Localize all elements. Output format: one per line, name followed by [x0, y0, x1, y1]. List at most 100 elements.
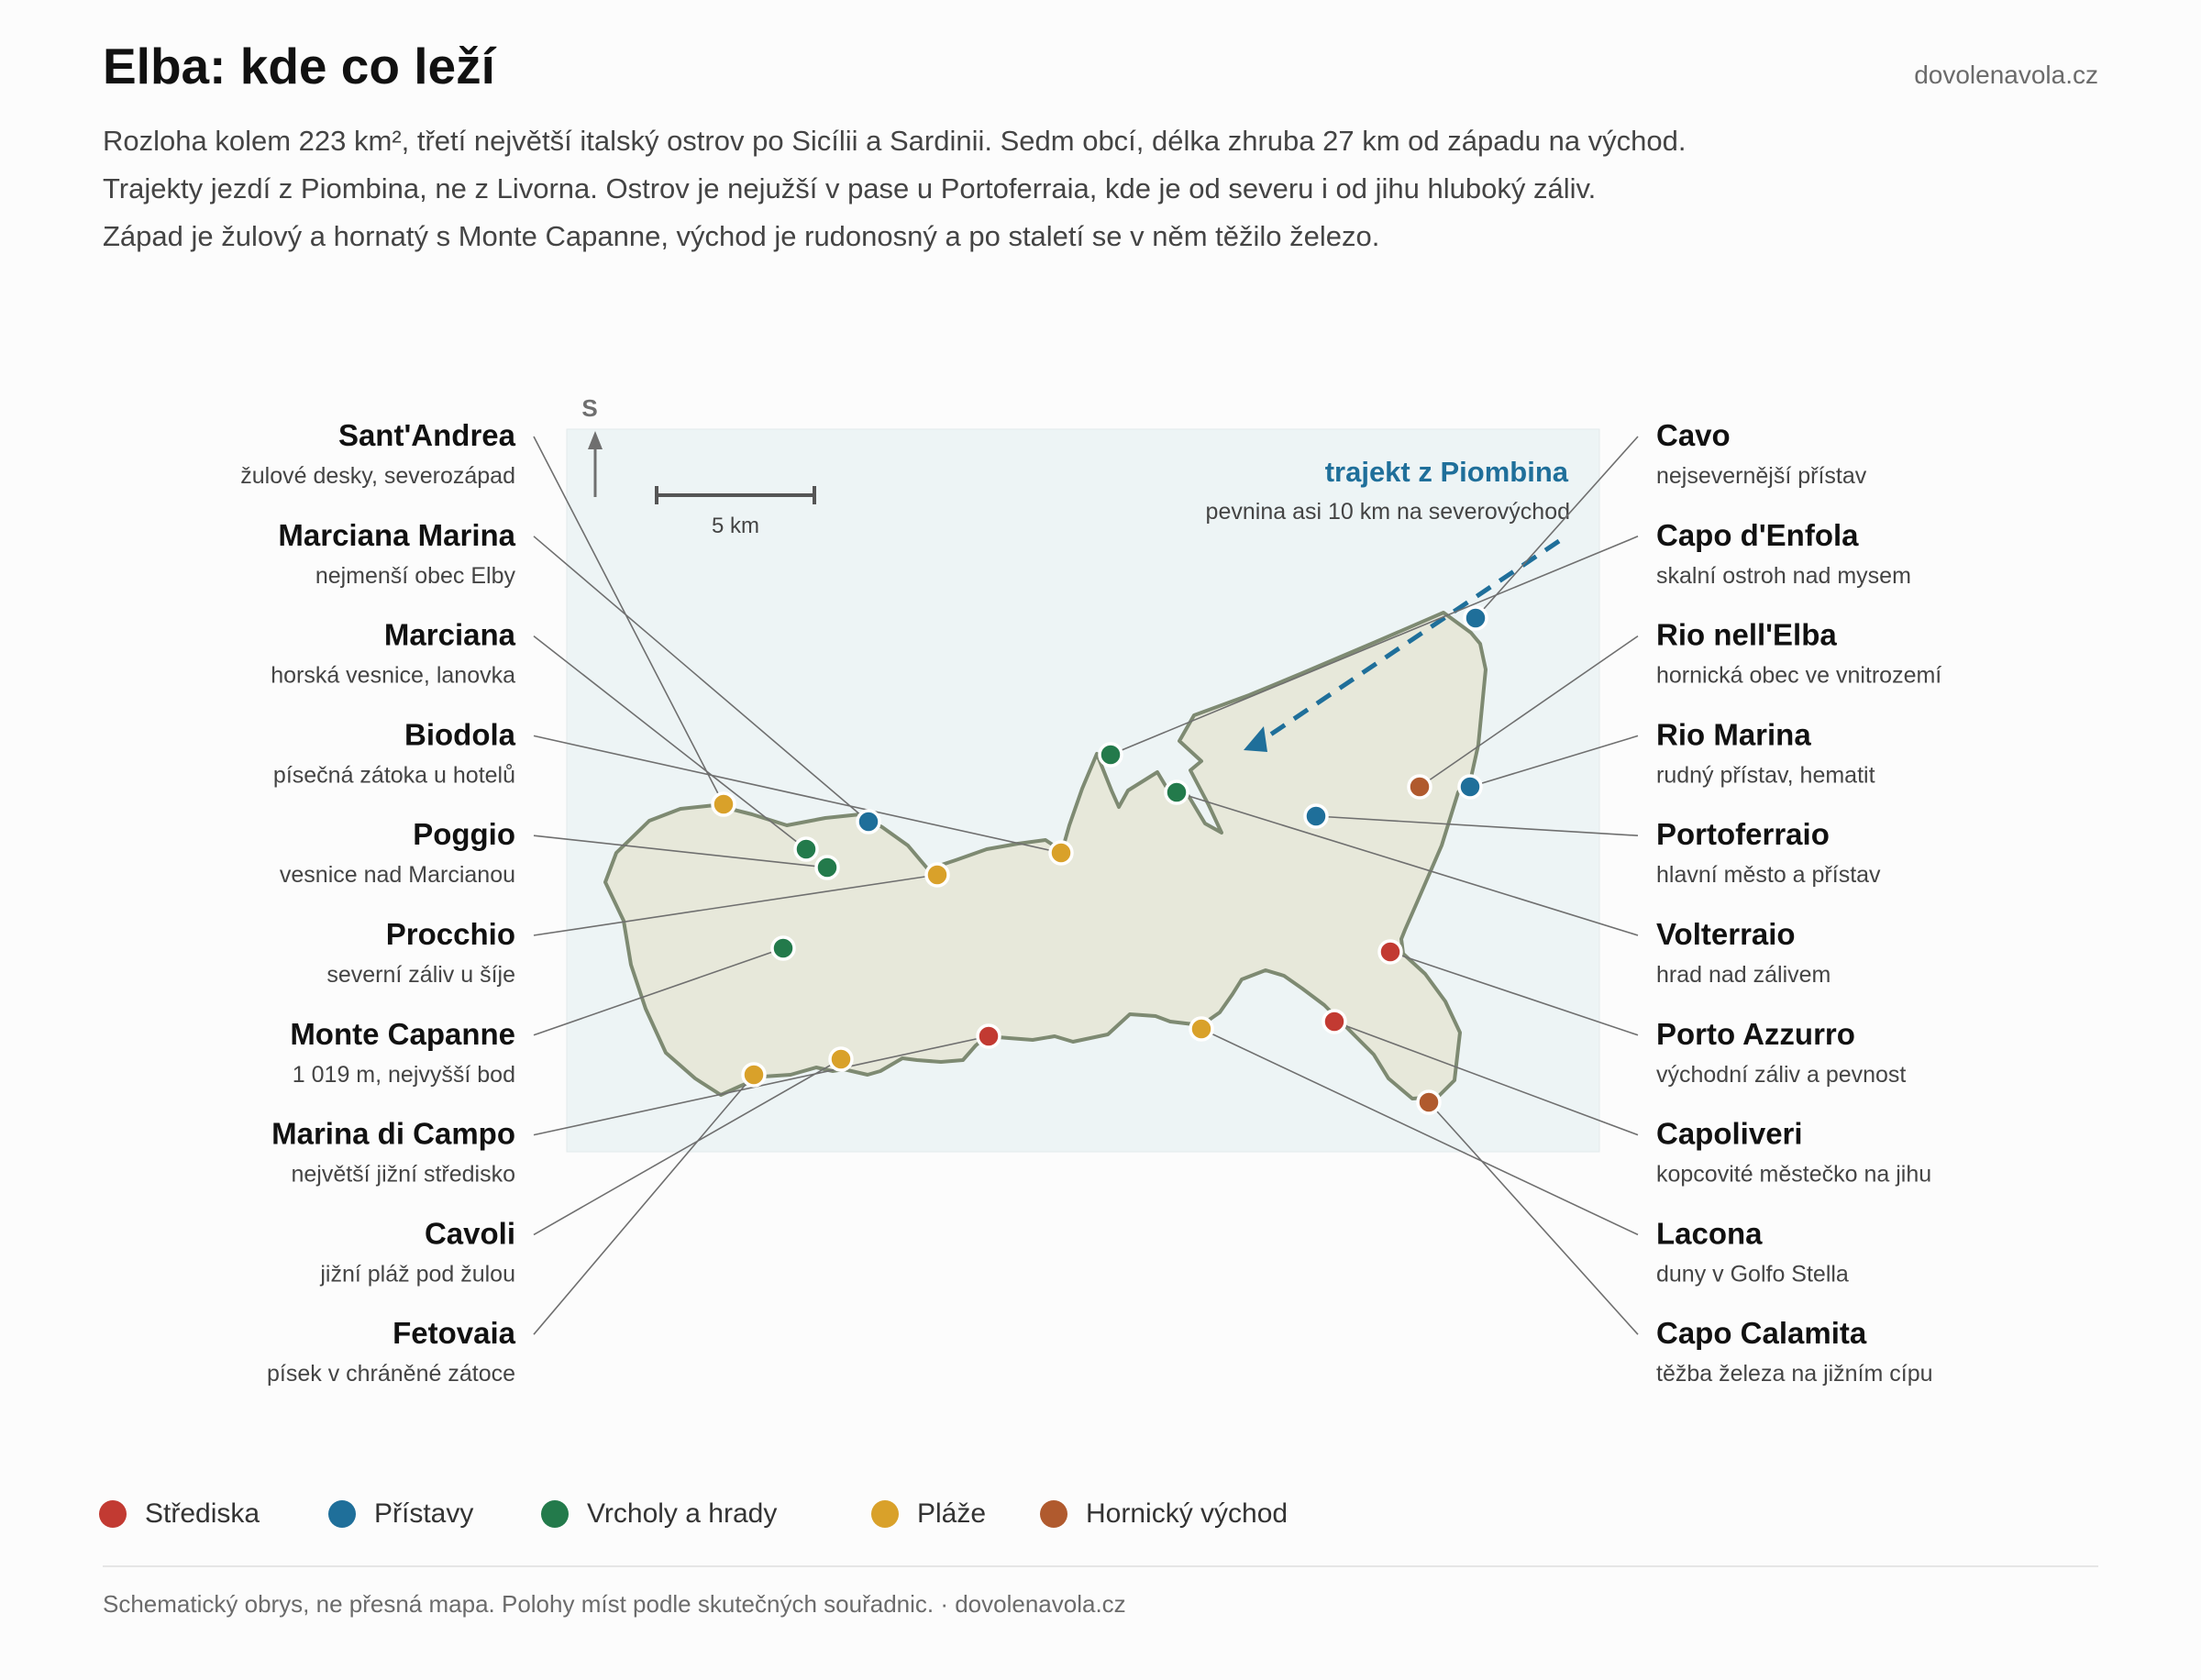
- place-description: jižní pláž pod žulou: [319, 1261, 515, 1287]
- place-marker[interactable]: [1048, 840, 1074, 866]
- leader-line: [1419, 635, 1639, 788]
- place-name: Volterraio: [1656, 917, 1796, 951]
- leader-line: [533, 635, 807, 850]
- place-name: Procchio: [386, 917, 515, 951]
- leader-line: [1110, 536, 1639, 756]
- site-name: dovolenavola.cz: [1914, 61, 2098, 89]
- place-name: Biodola: [404, 717, 516, 751]
- legend-label: Pláže: [917, 1498, 987, 1529]
- place-name: Sant'Andrea: [338, 418, 516, 452]
- place-marker[interactable]: [793, 836, 819, 862]
- place-description: hrad nad zálivem: [1656, 962, 1830, 988]
- place-name: Marciana Marina: [278, 518, 515, 552]
- place-marker[interactable]: [924, 862, 950, 888]
- place-description: těžba železa na jižním cípu: [1656, 1361, 1933, 1387]
- leader-line: [533, 1058, 842, 1236]
- place-marker[interactable]: [1303, 803, 1329, 829]
- place-marker[interactable]: [770, 935, 796, 961]
- legend-item: Přístavy: [328, 1498, 473, 1530]
- place-name: Cavoli: [425, 1216, 515, 1250]
- place-description: žulové desky, severozápad: [240, 463, 515, 489]
- place-marker[interactable]: [1164, 779, 1189, 805]
- ferry-arrow-head: [1244, 726, 1267, 752]
- legend-item: Vrcholy a hrady: [541, 1498, 777, 1530]
- place-description: východní záliv a pevnost: [1656, 1062, 1906, 1088]
- place-markers: [711, 605, 1488, 1115]
- place-marker[interactable]: [1463, 605, 1488, 631]
- place-marker[interactable]: [1416, 1089, 1442, 1115]
- legend-item: Střediska: [99, 1498, 260, 1530]
- place-description: písek v chráněné zátoce: [267, 1361, 515, 1387]
- place-description: rudný přístav, hematit: [1656, 762, 1875, 788]
- place-description: duny v Golfo Stella: [1656, 1261, 1849, 1287]
- place-name: Porto Azzurro: [1656, 1017, 1855, 1051]
- place-marker[interactable]: [814, 855, 840, 880]
- place-description: vesnice nad Marcianou: [280, 862, 515, 888]
- leader-line: [533, 536, 869, 823]
- place-marker[interactable]: [828, 1046, 854, 1072]
- legend-swatch: [328, 1500, 356, 1528]
- legend-swatch: [99, 1500, 127, 1528]
- ferry-route-line: [1262, 538, 1561, 742]
- leader-line: [533, 1035, 990, 1136]
- intro-line: Západ je žulový a hornatý s Monte Capann…: [103, 220, 1380, 252]
- place-marker[interactable]: [1407, 774, 1432, 800]
- page-title: Elba: kde co leží: [103, 38, 495, 94]
- legend-label: Střediska: [145, 1498, 260, 1529]
- elba-map: S 5 km trajekt z Piombina pevnina asi 10…: [240, 394, 1941, 1387]
- place-name: Lacona: [1656, 1216, 1763, 1250]
- footer-note: Schematický obrys, ne přesná mapa. Poloh…: [103, 1590, 1126, 1618]
- place-marker[interactable]: [1457, 774, 1483, 800]
- place-name: Rio nell'Elba: [1656, 618, 1837, 652]
- place-description: hornická obec ve vnitrozemí: [1656, 663, 1941, 689]
- place-marker[interactable]: [1377, 939, 1403, 965]
- ferry-title: trajekt z Piombina: [1325, 456, 1569, 488]
- place-description: horská vesnice, lanovka: [271, 663, 515, 689]
- place-name: Capo d'Enfola: [1656, 518, 1859, 552]
- scale-bar: 5 km: [655, 486, 816, 538]
- place-labels: Sant'Andrea žulové desky, severozápad Marc…: [240, 418, 1941, 1387]
- leader-line: [533, 735, 1062, 854]
- leader-line: [1176, 791, 1639, 936]
- scale-bar-label: 5 km: [712, 514, 759, 538]
- place-marker[interactable]: [1189, 1016, 1214, 1042]
- place-name: Portoferraio: [1656, 817, 1830, 851]
- place-name: Capoliveri: [1656, 1117, 1803, 1151]
- place-name: Marina di Campo: [271, 1117, 515, 1151]
- leader-lines: [533, 436, 1639, 1335]
- place-name: Capo Calamita: [1656, 1316, 1867, 1350]
- leader-line: [533, 1074, 755, 1335]
- leader-line: [1469, 735, 1639, 788]
- place-marker[interactable]: [856, 809, 881, 834]
- ferry-route: trajekt z Piombina pevnina asi 10 km na …: [1206, 456, 1570, 752]
- legend-item: Hornický východ: [1040, 1498, 1288, 1530]
- leader-line: [533, 874, 938, 936]
- place-marker[interactable]: [1098, 742, 1123, 768]
- place-marker[interactable]: [711, 791, 736, 817]
- leader-line: [1475, 436, 1639, 619]
- place-name: Rio Marina: [1656, 717, 1811, 751]
- leader-line: [533, 436, 724, 805]
- place-marker[interactable]: [741, 1062, 767, 1088]
- place-marker[interactable]: [1322, 1009, 1347, 1034]
- leader-line: [1389, 951, 1639, 1036]
- place-description: 1 019 m, nejvyšší bod: [293, 1062, 515, 1088]
- leader-line: [533, 834, 828, 868]
- place-name: Marciana: [384, 618, 516, 652]
- north-arrow: S: [581, 394, 603, 497]
- place-description: severní záliv u šíje: [326, 962, 515, 988]
- north-arrow-head: [588, 431, 603, 449]
- legend-swatch: [541, 1500, 569, 1528]
- intro-text: Rozloha kolem 223 km², třetí největší it…: [103, 117, 2102, 260]
- leader-line: [533, 947, 784, 1036]
- place-marker[interactable]: [976, 1023, 1001, 1049]
- footer-divider: [103, 1565, 2098, 1567]
- ferry-subtitle: pevnina asi 10 km na severovýchod: [1206, 499, 1570, 525]
- place-name: Poggio: [413, 817, 515, 851]
- place-name: Monte Capanne: [290, 1017, 515, 1051]
- legend-swatch: [871, 1500, 899, 1528]
- place-name: Cavo: [1656, 418, 1731, 452]
- place-description: skalní ostroh nad mysem: [1656, 563, 1911, 589]
- legend-label: Hornický východ: [1086, 1498, 1289, 1529]
- legend-item: Pláže: [871, 1498, 986, 1530]
